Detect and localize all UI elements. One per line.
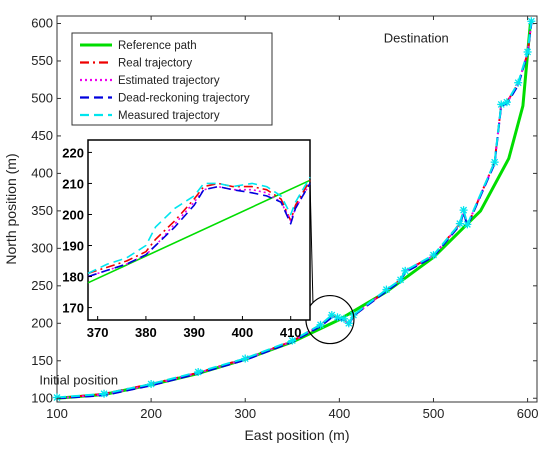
- y-axis-ticks: 100 150 200 250 300 350 400 450 500 550 600: [31, 15, 537, 405]
- marker-stroke: [382, 286, 390, 294]
- marker-stroke: [460, 206, 468, 214]
- x-axis-label: East position (m): [244, 427, 349, 443]
- y-tick-label: 550: [31, 53, 53, 68]
- measured-marker: [241, 354, 250, 363]
- inset-y-tick-label: 210: [62, 176, 84, 191]
- x-tick-label: 500: [423, 406, 445, 421]
- marker-stroke: [334, 313, 341, 321]
- y-tick-label: 150: [31, 353, 53, 368]
- x-tick-label: 100: [46, 406, 68, 421]
- marker-stroke: [527, 17, 535, 25]
- x-tick-label: 200: [140, 406, 162, 421]
- legend-label: Dead-reckoning trajectory: [118, 93, 250, 105]
- marker-stroke: [463, 220, 471, 228]
- inset-y-tick-label: 180: [62, 270, 84, 285]
- y-tick-label: 250: [31, 278, 53, 293]
- marker-stroke: [241, 355, 249, 362]
- marker-stroke: [397, 276, 404, 284]
- x-tick-label: 400: [329, 406, 351, 421]
- measured-marker: [514, 78, 523, 87]
- inset-real-trajectory-line: [87, 179, 311, 275]
- legend-entry: Measured trajectory: [80, 110, 220, 122]
- legend-items: Reference path Real trajectory Estimated t…: [80, 40, 250, 122]
- legend-label: Real trajectory: [118, 58, 192, 70]
- measured-marker: [463, 220, 472, 229]
- inset-x-tick-label: 390: [183, 325, 205, 340]
- marker-stroke: [456, 220, 464, 228]
- inset-x-tick-label: 370: [87, 325, 109, 340]
- legend: Reference path Real trajectory Estimated t…: [71, 32, 273, 126]
- y-tick-label: 450: [31, 128, 53, 143]
- inset-plot-frame: [87, 139, 311, 321]
- marker-stroke: [194, 368, 202, 376]
- marker-stroke: [401, 267, 409, 275]
- marker-stroke: [100, 390, 108, 398]
- inset-x-tick-label: 400: [232, 325, 254, 340]
- marker-stroke: [328, 311, 336, 319]
- measured-marker: [527, 17, 536, 26]
- x-tick-label: 600: [517, 406, 539, 421]
- measured-marker: [316, 320, 325, 329]
- measured-marker: [455, 219, 464, 228]
- destination-label: Destination: [384, 30, 449, 45]
- measured-marker: [502, 98, 511, 107]
- inset-measured-trajectory-line: [87, 176, 311, 275]
- marker-stroke: [514, 79, 522, 87]
- measured-marker: [147, 380, 156, 389]
- y-tick-label: 300: [31, 240, 53, 255]
- measured-marker: [429, 251, 438, 260]
- y-tick-label: 600: [31, 15, 53, 30]
- marker-stroke: [288, 337, 296, 344]
- inset-series-group: [87, 176, 311, 284]
- measured-marker: [288, 336, 297, 345]
- initial-position-label: Initial position: [39, 372, 118, 387]
- measured-marker: [194, 368, 203, 377]
- legend-entry: Dead-reckoning trajectory: [80, 93, 250, 105]
- marker-stroke: [430, 251, 437, 259]
- x-axis-ticks: 100 200 300 400 500 600: [46, 16, 538, 421]
- measured-marker: [382, 285, 391, 294]
- inset-y-tick-label: 220: [62, 145, 84, 160]
- measured-markers-group: [53, 17, 536, 402]
- measured-marker: [490, 158, 499, 167]
- marker-stroke: [491, 158, 499, 166]
- y-tick-label: 350: [31, 203, 53, 218]
- marker-stroke: [503, 98, 511, 106]
- measured-marker: [401, 266, 410, 275]
- marker-stroke: [524, 48, 532, 56]
- marker-stroke: [340, 315, 348, 323]
- legend-label: Reference path: [118, 40, 197, 52]
- measured-marker: [100, 389, 109, 398]
- legend-entry: Real trajectory: [80, 58, 192, 70]
- inset-plot-area: 370 380 390 400 410 170 180 190 200 210 220: [62, 139, 311, 340]
- inset-dead-reckoning-trajectory-line: [87, 182, 311, 278]
- measured-marker: [333, 313, 342, 322]
- legend-label: Measured trajectory: [118, 110, 220, 122]
- legend-entry: Estimated trajectory: [80, 75, 220, 87]
- y-tick-label: 200: [31, 315, 53, 330]
- inset-x-tick-label: 380: [135, 325, 157, 340]
- inset-y-tick-label: 200: [62, 207, 84, 222]
- inset-x-tick-label: 410: [280, 325, 302, 340]
- measured-marker: [396, 275, 405, 284]
- y-tick-label: 500: [31, 90, 53, 105]
- y-tick-label: 100: [31, 390, 53, 405]
- measured-marker: [459, 206, 468, 215]
- measured-marker: [344, 319, 353, 328]
- inset-y-tick-label: 170: [62, 301, 84, 316]
- marker-stroke: [317, 321, 324, 329]
- measured-marker: [523, 47, 532, 56]
- inset-x-ticks: 370 380 390 400 410: [87, 316, 302, 340]
- inset-y-ticks: 170 180 190 200 210 220: [62, 145, 92, 316]
- y-tick-label: 400: [31, 165, 53, 180]
- inset-y-tick-label: 190: [62, 239, 84, 254]
- x-tick-label: 300: [234, 406, 256, 421]
- marker-stroke: [345, 319, 353, 327]
- legend-entry: Reference path: [80, 40, 197, 52]
- y-axis-label: North position (m): [3, 153, 19, 264]
- legend-label: Estimated trajectory: [118, 75, 220, 87]
- marker-stroke: [53, 394, 61, 401]
- marker-stroke: [147, 380, 155, 388]
